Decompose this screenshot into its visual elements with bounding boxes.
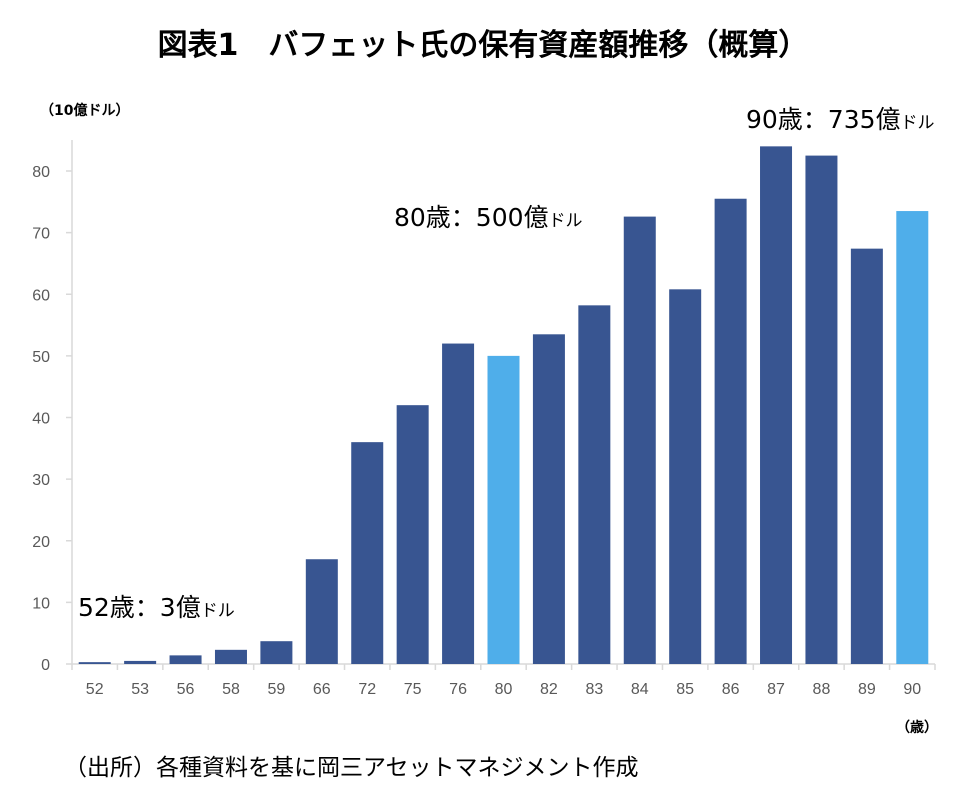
annotation-52-text: 52歳：3億 bbox=[78, 593, 201, 622]
x-tick-label: 52 bbox=[86, 681, 104, 698]
source-note: （出所）各種資料を基に岡三アセットマネジメント作成 bbox=[64, 755, 639, 781]
x-tick-label: 58 bbox=[222, 681, 240, 698]
x-tick-label: 86 bbox=[722, 681, 740, 698]
annotation-80-unit: ドル bbox=[548, 211, 583, 231]
x-tick-label: 76 bbox=[449, 681, 467, 698]
x-tick-label: 82 bbox=[540, 681, 558, 698]
y-tick-label: 60 bbox=[32, 287, 50, 304]
y-tick-label: 50 bbox=[32, 349, 50, 366]
y-tick-label: 30 bbox=[32, 472, 50, 489]
x-tick-label: 56 bbox=[177, 681, 195, 698]
bar-age-84 bbox=[623, 216, 656, 665]
x-tick-label: 80 bbox=[495, 681, 513, 698]
bar-age-56 bbox=[169, 655, 202, 664]
y-tick-label: 10 bbox=[32, 595, 50, 612]
x-tick-label: 72 bbox=[358, 681, 376, 698]
annotation-90-text: 90歳：735億 bbox=[746, 105, 901, 134]
annotation-52-unit: ドル bbox=[200, 601, 235, 621]
y-tick-label: 20 bbox=[32, 534, 50, 551]
bar-age-90 bbox=[896, 211, 929, 664]
x-axis-unit-label: （歳） bbox=[896, 720, 938, 736]
bar-age-88 bbox=[805, 155, 838, 664]
bar-age-58 bbox=[214, 649, 247, 664]
y-tick-label: 70 bbox=[32, 226, 50, 243]
bar-age-76 bbox=[442, 343, 475, 664]
bar-age-87 bbox=[760, 146, 793, 665]
bar-age-80 bbox=[487, 355, 520, 664]
bar-age-53 bbox=[124, 660, 157, 664]
chart-title: 図表1 バフェット氏の保有資産額推移（概算） bbox=[157, 28, 809, 63]
x-tick-label: 88 bbox=[813, 681, 831, 698]
x-tick-label: 59 bbox=[267, 681, 285, 698]
y-axis-unit-label: （10億ドル） bbox=[40, 103, 130, 119]
y-tick-label: 40 bbox=[32, 411, 50, 428]
x-tick-label: 84 bbox=[631, 681, 649, 698]
bar-age-66 bbox=[305, 559, 338, 664]
bar-age-82 bbox=[532, 334, 565, 664]
bar-age-86 bbox=[714, 198, 747, 664]
bar-age-72 bbox=[351, 442, 384, 664]
y-tick-label: 0 bbox=[41, 657, 50, 674]
bar-age-85 bbox=[669, 289, 702, 664]
bar-age-59 bbox=[260, 641, 293, 664]
annotation-80-text: 80歳：500億 bbox=[394, 203, 549, 232]
bar-age-83 bbox=[578, 305, 611, 664]
annotation-90-unit: ドル bbox=[900, 113, 935, 133]
annotation-90: 90歳：735億ドル bbox=[746, 100, 935, 136]
x-tick-label: 89 bbox=[858, 681, 876, 698]
x-tick-label: 90 bbox=[903, 681, 921, 698]
x-tick-label: 75 bbox=[404, 681, 422, 698]
bar-age-75 bbox=[396, 405, 429, 664]
y-tick-label: 80 bbox=[32, 164, 50, 181]
x-tick-label: 85 bbox=[676, 681, 694, 698]
x-tick-label: 83 bbox=[585, 681, 603, 698]
annotation-52: 52歳：3億ドル bbox=[78, 588, 235, 624]
bar-age-52 bbox=[78, 662, 111, 664]
bar-age-89 bbox=[850, 248, 883, 664]
x-tick-label: 53 bbox=[131, 681, 149, 698]
x-tick-label: 66 bbox=[313, 681, 331, 698]
annotation-80: 80歳：500億ドル bbox=[394, 198, 583, 234]
x-tick-label: 87 bbox=[767, 681, 785, 698]
